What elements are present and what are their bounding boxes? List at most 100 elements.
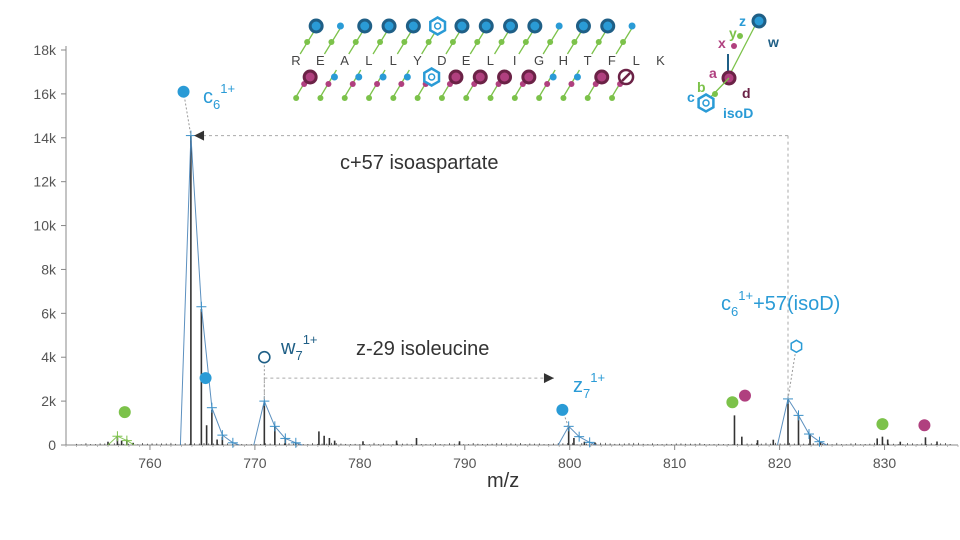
peptide-residue: L [487,53,494,68]
ion-marker-dot [199,372,212,385]
top-cleavage-dot [425,39,432,45]
peptide-residue: Y [413,53,422,68]
marker-leader [183,91,192,136]
legend-label-x: x [718,35,726,51]
isotope-fit-line [107,435,135,446]
ion-marker-open-circle [258,350,271,364]
y-tick-label: 12k [33,174,57,190]
ion-label-w7: w71+ [280,332,318,363]
top-cleavage-dot [571,39,578,45]
legend-label-isod: isoD [723,105,753,121]
x-tick-label: 810 [663,455,687,471]
bottom-cleavage-dot [584,95,591,101]
legend-top-bond [727,19,759,79]
ion-marker-dot [918,419,931,432]
x-tick-label: 790 [453,455,477,471]
peptide-residue: F [608,53,616,68]
bottom-cleavage-dot [366,95,373,101]
fragment-slash [621,72,631,82]
legend-label-d: d [742,85,751,101]
bottom-cleavage-dot [341,95,348,101]
bottom-cleavage-dot [463,95,470,101]
x-tick-label: 780 [348,455,372,471]
y-tick-label: 18k [33,42,57,58]
y-tick-label: 10k [33,218,57,234]
y-tick-label: 14k [33,130,57,146]
marker-leader [561,409,570,428]
fragment-ring-core [360,21,370,31]
fragment-dot-icon [573,73,581,81]
ion-marker-dot [876,418,889,431]
fragment-dot-icon [549,73,557,81]
annotation-c57-isoaspartate: c+57 isoaspartate [340,152,498,174]
legend-dot [731,43,737,49]
peptide-residue: E [462,53,471,68]
peptide-residue: I [513,53,517,68]
peptide-residue: D [437,53,446,68]
y-tick-label: 6k [41,305,57,321]
isotope-fit-line [777,397,828,446]
legend-ring-core [754,16,764,26]
bottom-cleavage-dot [487,95,494,101]
bottom-cleavage-dot [609,95,616,101]
fragment-dot-icon [403,73,411,81]
top-cleavage-dot [449,39,456,45]
top-cleavage-dot [620,39,627,45]
fragment-ring-core [475,72,485,82]
ion-marker-hexagon [790,339,803,354]
top-cleavage-dot [498,39,505,45]
bottom-cleavage-dot [438,95,445,101]
y-tick-label: 8k [41,261,57,277]
x-tick-label: 760 [138,455,162,471]
x-tick-label: 770 [243,455,267,471]
annotations [194,130,789,402]
legend-hexagon-core [702,99,710,107]
y-tick-label: 2k [41,393,57,409]
top-cleavage-dot [377,39,384,45]
fragment-ring-core [500,72,510,82]
top-cleavage-dot [304,39,311,45]
top-cleavage-dot [547,39,554,45]
peptide-residue: L [390,53,397,68]
fragment-hexagon-core [433,22,442,30]
fragment-dot-icon [336,22,344,30]
peptide-residue: E [316,53,325,68]
fragment-ring-core [451,72,461,82]
bottom-cleavage-dot [390,95,397,101]
peptide-residue: K [656,53,665,68]
bottom-cleavage-dot [544,81,551,87]
ion-markers [118,85,931,432]
bottom-cleavage-dot [568,81,575,87]
fragment-hexagon-core [427,73,436,81]
y-tick-label: 16k [33,86,57,102]
fragment-ring-core [384,21,394,31]
legend-label-z: z [739,13,746,29]
top-cleavage-dot [401,39,408,45]
bottom-cleavage-dot [317,95,324,101]
annotation-z29-isoleucine: z-29 isoleucine [356,338,489,360]
x-tick-label: 820 [768,455,792,471]
bottom-cleavage-dot [293,95,300,101]
fragment-ring-core [578,21,588,31]
legend-label-b: b [697,79,706,95]
annotation-arrowhead [543,373,554,384]
fragment-ring-core [305,72,315,82]
spectrum-sticks [76,135,951,445]
fragment-ring-core [457,21,467,31]
ion-label-c6: c61+ [203,81,235,112]
bottom-cleavage-dot [560,95,567,101]
annotation-arrowhead [194,130,205,141]
ion-label-z7: z71+ [573,370,605,401]
legend-label-w: w [767,34,779,50]
legend-label-y: y [729,25,737,41]
fragment-ring-core [481,21,491,31]
fragment-dot-icon [628,22,636,30]
ion-marker-dot [118,406,131,419]
fragment-dot-icon [555,22,563,30]
x-tick-label: 800 [558,455,582,471]
isotope-fit-envelopes [107,130,828,448]
ion-marker-dot [177,85,190,98]
ion-marker-dot [556,403,569,416]
